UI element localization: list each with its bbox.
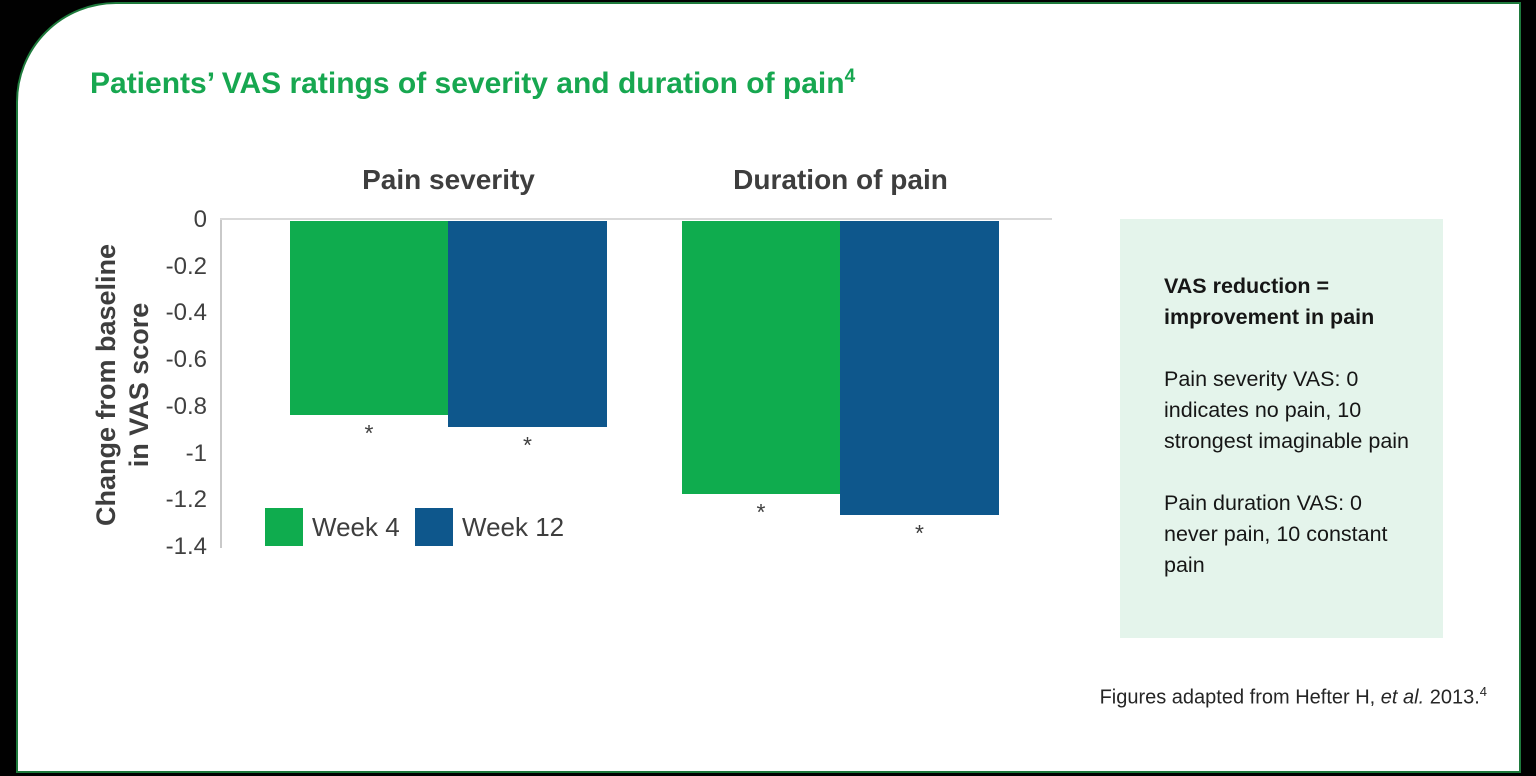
legend-label-week12: Week 12 (462, 511, 565, 542)
bar-pain-severity-week4 (290, 221, 448, 415)
legend-label-week4: Week 4 (312, 511, 400, 542)
info-box-heading: VAS reduction = improvement in pain (1164, 274, 1375, 329)
significance-asterisk: * (756, 499, 766, 526)
page-title-text: Patients’ VAS ratings of severity and du… (90, 67, 845, 100)
significance-asterisk: * (915, 520, 924, 547)
bar-duration-week12 (840, 221, 999, 516)
y-axis-line (220, 220, 222, 548)
info-box: VAS reduction = improvement in pain Pain… (1120, 219, 1443, 638)
source-citation: Figures adapted from Hefter H, et al. 20… (1100, 684, 1487, 710)
y-axis-tick-label: 0 (193, 206, 207, 233)
y-axis-tick-label: -1 (185, 439, 207, 467)
citation-text: Figures adapted from Hefter H, (1099, 686, 1381, 709)
y-axis-tick-label: -0.2 (165, 252, 207, 280)
citation-etal: et al. (1380, 686, 1425, 709)
y-axis-tick-label: -0.8 (165, 392, 207, 420)
y-axis-tick-label: -1.4 (165, 533, 207, 560)
zero-baseline (220, 218, 1052, 220)
legend-swatch-week4 (265, 508, 303, 546)
info-box-paragraph-duration: Pain duration VAS: 0 never pain, 10 cons… (1164, 491, 1388, 577)
legend-swatch-week12 (415, 508, 453, 546)
page-title: Patients’ VAS ratings of severity and du… (90, 66, 855, 101)
y-axis-tick-label: -1.2 (165, 486, 207, 514)
y-axis-tick-label: -0.6 (165, 346, 207, 374)
chart-title-pain-severity: Pain severity (362, 164, 535, 195)
y-axis-tick-label: -0.4 (165, 299, 207, 327)
bar-pain-severity-week12 (448, 221, 607, 427)
citation-reference-marker: 4 (1479, 684, 1487, 699)
legend-item-week12: Week 12 (415, 508, 564, 546)
significance-asterisk: * (523, 431, 532, 458)
title-footnote-marker: 4 (844, 66, 856, 87)
bar-duration-week4 (682, 221, 840, 495)
info-box-paragraph-severity: Pain severity VAS: 0 indicates no pain, … (1164, 367, 1410, 453)
citation-year: 2013. (1424, 686, 1480, 709)
significance-asterisk: * (364, 419, 374, 446)
chart-title-duration-of-pain: Duration of pain (733, 164, 948, 195)
legend-item-week4: Week 4 (265, 508, 400, 546)
